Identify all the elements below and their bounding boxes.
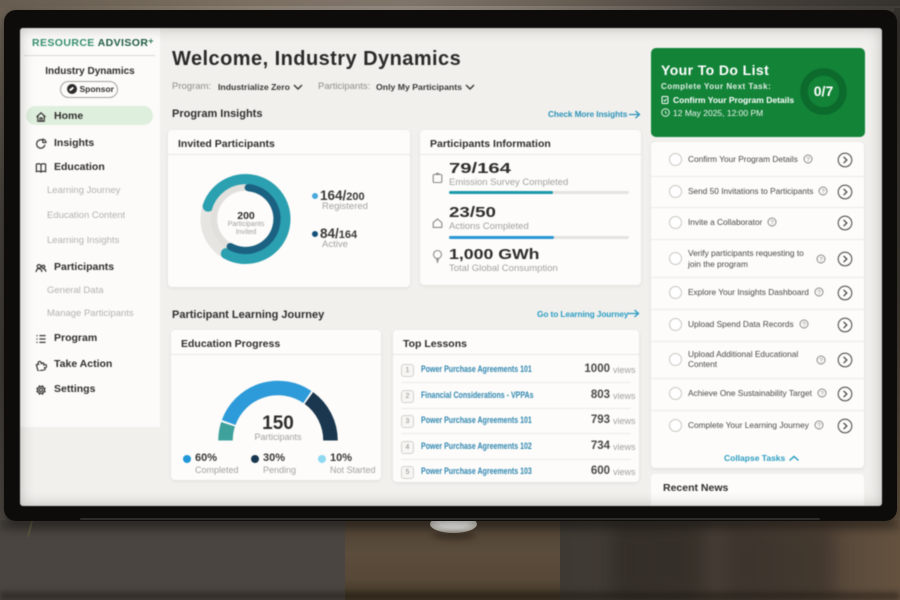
svg-text:?: ? xyxy=(820,390,824,397)
svg-text:?: ? xyxy=(802,321,806,328)
svg-text:?: ? xyxy=(806,156,810,163)
svg-text:?: ? xyxy=(822,188,826,195)
svg-text:?: ? xyxy=(770,219,774,226)
svg-text:?: ? xyxy=(819,256,823,263)
svg-text:?: ? xyxy=(817,422,821,429)
svg-text:?: ? xyxy=(817,289,821,296)
svg-text:?: ? xyxy=(819,357,823,364)
